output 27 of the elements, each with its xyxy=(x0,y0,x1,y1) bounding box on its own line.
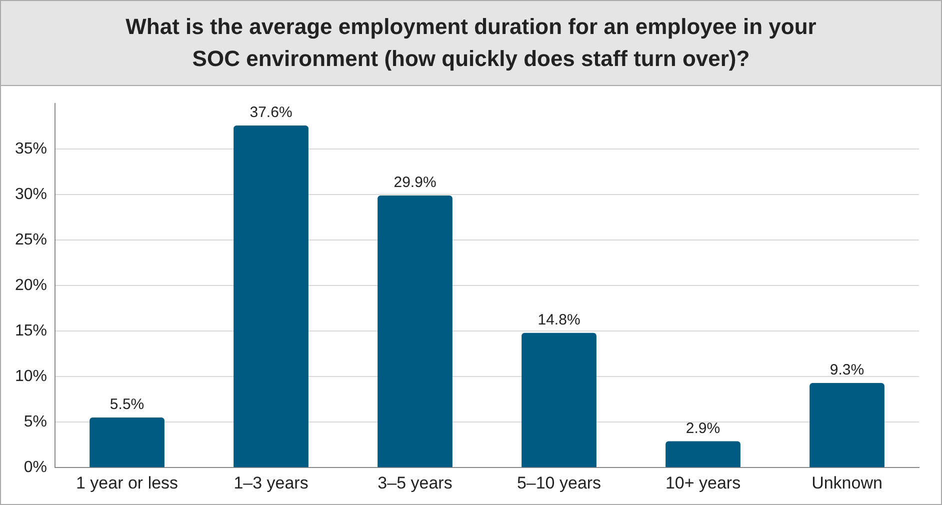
bar xyxy=(522,332,596,468)
bar xyxy=(234,125,308,468)
bar xyxy=(666,441,740,468)
x-tick-label: Unknown xyxy=(812,473,882,492)
bar xyxy=(810,382,884,468)
chart-title: What is the average employment duration for an employee in your SOC environment (how quickly does staff turn over)? xyxy=(124,13,818,73)
x-tick-label: 10+ years xyxy=(665,473,741,492)
data-label: 5.5% xyxy=(110,396,144,414)
y-tick-label: 5% xyxy=(24,414,48,431)
bar xyxy=(90,418,164,468)
data-label: 14.8% xyxy=(538,312,580,329)
x-tick-label: 3–5 years xyxy=(378,473,452,492)
y-tick-label: 10% xyxy=(14,368,48,386)
y-tick-label: 20% xyxy=(14,277,48,294)
y-tick-label: 15% xyxy=(14,322,48,340)
y-tick-label: 30% xyxy=(14,186,48,204)
data-label: 2.9% xyxy=(686,420,720,437)
x-tick-label: 1 year or less xyxy=(76,473,178,492)
x-tick-label: 1–3 years xyxy=(234,473,308,492)
y-tick-label: 0% xyxy=(24,459,48,476)
y-tick-label: 35% xyxy=(14,140,48,158)
bar xyxy=(378,196,452,468)
x-tick-label: 5–10 years xyxy=(516,473,602,492)
data-label: 9.3% xyxy=(830,362,864,379)
data-label: 37.6% xyxy=(250,104,292,122)
data-label: 29.9% xyxy=(394,174,436,192)
y-tick-label: 25% xyxy=(14,232,48,249)
